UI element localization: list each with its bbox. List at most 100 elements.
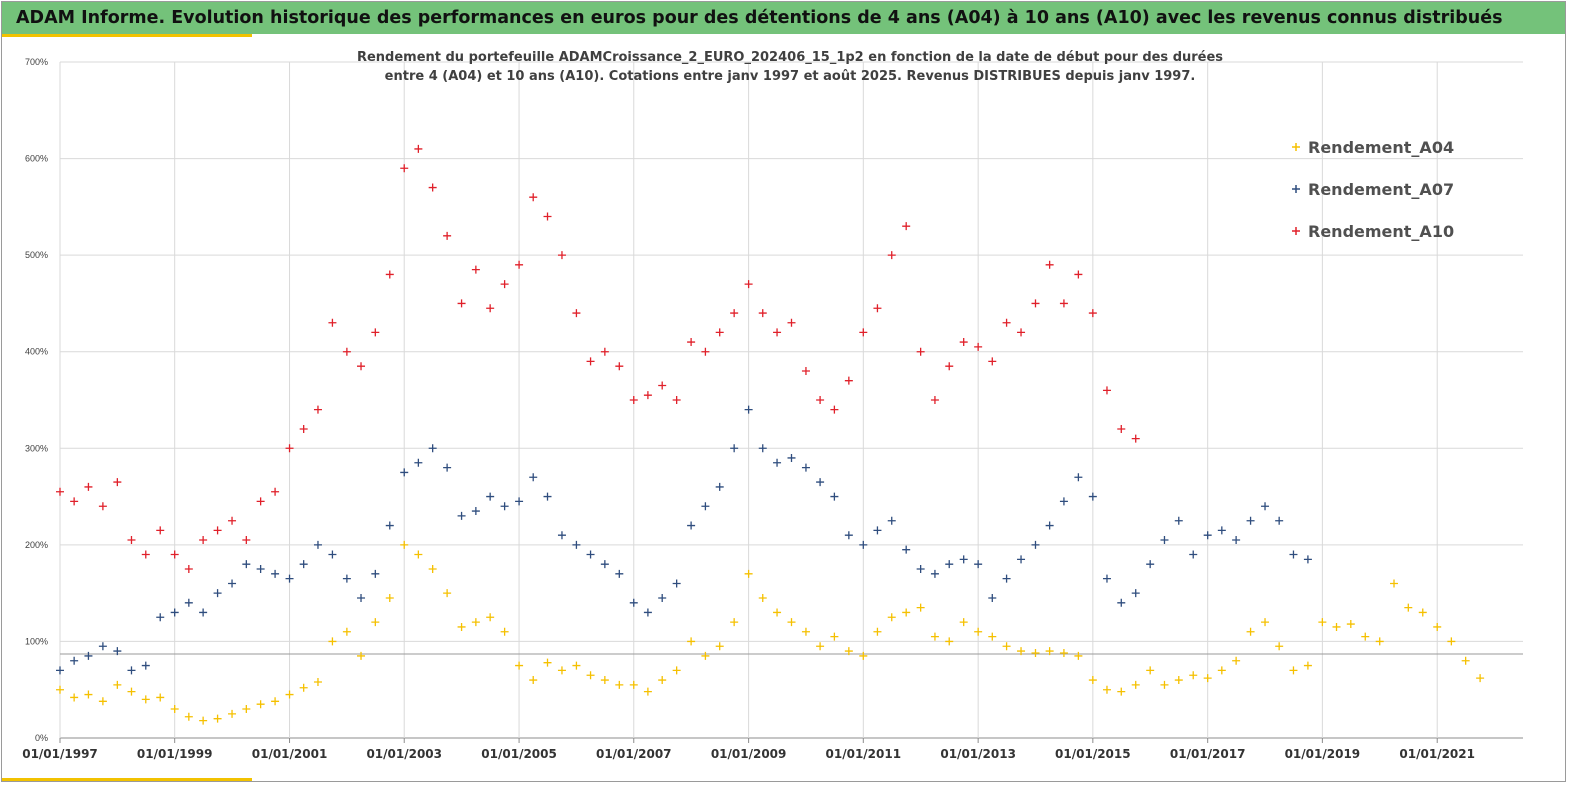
data-point-Rendement_A10 <box>844 376 853 385</box>
data-point-Rendement_A07 <box>428 444 437 453</box>
data-point-Rendement_A10 <box>658 381 667 390</box>
data-point-Rendement_A07 <box>572 540 581 549</box>
report-title: ADAM Informe. Evolution historique des p… <box>16 8 1503 28</box>
data-point-Rendement_A04 <box>1289 666 1298 675</box>
data-point-Rendement_A07 <box>486 492 495 501</box>
data-point-Rendement_A04 <box>1031 649 1040 658</box>
data-point-Rendement_A04 <box>1074 651 1083 660</box>
data-point-Rendement_A10 <box>184 565 193 573</box>
data-point-Rendement_A07 <box>141 661 150 670</box>
data-point-Rendement_A04 <box>414 550 423 559</box>
data-point-Rendement_A04 <box>299 683 308 692</box>
data-point-Rendement_A07 <box>271 569 280 578</box>
data-point-Rendement_A10 <box>127 536 136 545</box>
data-point-Rendement_A07 <box>84 651 93 660</box>
y-tick-label: 600% <box>25 154 48 164</box>
data-point-Rendement_A10 <box>672 396 681 404</box>
data-point-Rendement_A07 <box>299 560 308 569</box>
data-point-Rendement_A04 <box>1059 649 1068 658</box>
data-point-Rendement_A10 <box>70 497 79 506</box>
data-point-Rendement_A10 <box>787 318 796 327</box>
data-point-Rendement_A04 <box>313 677 322 686</box>
data-point-Rendement_A04 <box>658 676 667 685</box>
data-point-Rendement_A10 <box>557 251 566 260</box>
data-point-Rendement_A10 <box>615 362 624 371</box>
data-point-Rendement_A07 <box>342 574 351 583</box>
data-point-Rendement_A07 <box>600 560 609 569</box>
data-point-Rendement_A07 <box>643 608 652 617</box>
x-tick-label: 01/01/2011 <box>826 747 902 761</box>
data-point-Rendement_A07 <box>1160 536 1169 545</box>
data-point-Rendement_A07 <box>1303 555 1312 564</box>
series-Rendement_A10 <box>56 144 1140 573</box>
data-point-Rendement_A07 <box>371 569 380 578</box>
data-point-Rendement_A04 <box>486 613 495 622</box>
data-point-Rendement_A10 <box>141 550 150 559</box>
data-point-Rendement_A04 <box>572 661 581 670</box>
x-tick-label: 01/01/1999 <box>137 747 213 761</box>
data-point-Rendement_A04 <box>615 680 624 689</box>
data-point-Rendement_A04 <box>400 540 409 549</box>
data-point-Rendement_A04 <box>342 627 351 636</box>
data-point-Rendement_A07 <box>1031 540 1040 549</box>
data-point-Rendement_A10 <box>586 357 595 366</box>
data-point-Rendement_A10 <box>342 347 351 356</box>
data-point-Rendement_A10 <box>902 222 911 231</box>
data-point-Rendement_A04 <box>930 632 939 641</box>
data-point-Rendement_A04 <box>1375 637 1384 646</box>
data-point-Rendement_A04 <box>600 676 609 685</box>
data-point-Rendement_A10 <box>945 362 954 371</box>
data-point-Rendement_A10 <box>98 502 107 511</box>
data-point-Rendement_A10 <box>887 251 896 260</box>
data-point-Rendement_A10 <box>199 536 208 545</box>
data-point-Rendement_A04 <box>687 637 696 646</box>
data-point-Rendement_A10 <box>371 328 380 337</box>
accent-stripe-bottom <box>2 778 252 781</box>
data-point-Rendement_A07 <box>902 545 911 554</box>
data-point-Rendement_A07 <box>385 521 394 530</box>
data-point-Rendement_A10 <box>1088 309 1097 318</box>
data-point-Rendement_A07 <box>773 458 782 467</box>
data-point-Rendement_A10 <box>1131 434 1140 443</box>
x-tick-label: 01/01/2007 <box>596 747 672 761</box>
data-point-Rendement_A04 <box>787 618 796 627</box>
data-point-Rendement_A04 <box>1102 685 1111 694</box>
data-point-Rendement_A04 <box>457 622 466 631</box>
data-point-Rendement_A10 <box>916 347 925 356</box>
data-point-Rendement_A04 <box>543 658 552 667</box>
data-point-Rendement_A07 <box>357 593 366 602</box>
data-point-Rendement_A04 <box>428 565 437 573</box>
data-point-Rendement_A04 <box>213 714 222 723</box>
data-point-Rendement_A07 <box>873 526 882 535</box>
data-point-Rendement_A10 <box>816 396 825 404</box>
data-point-Rendement_A04 <box>1361 632 1370 641</box>
data-point-Rendement_A10 <box>701 347 710 356</box>
data-point-Rendement_A07 <box>70 656 79 665</box>
data-point-Rendement_A07 <box>916 565 925 573</box>
data-point-Rendement_A10 <box>974 342 983 351</box>
data-point-Rendement_A04 <box>256 700 265 709</box>
data-point-Rendement_A10 <box>313 405 322 414</box>
data-point-Rendement_A04 <box>859 651 868 660</box>
data-point-Rendement_A07 <box>816 478 825 487</box>
legend-label: Rendement_A04 <box>1308 138 1454 157</box>
data-point-Rendement_A04 <box>844 647 853 656</box>
data-point-Rendement_A04 <box>98 697 107 706</box>
data-point-Rendement_A04 <box>199 716 208 725</box>
data-point-Rendement_A04 <box>744 569 753 578</box>
data-point-Rendement_A07 <box>586 550 595 559</box>
data-point-Rendement_A04 <box>471 618 480 627</box>
data-point-Rendement_A07 <box>400 468 409 477</box>
data-point-Rendement_A07 <box>672 579 681 588</box>
x-tick-label: 01/01/2005 <box>481 747 557 761</box>
data-point-Rendement_A04 <box>1160 680 1169 689</box>
x-tick-label: 01/01/2013 <box>940 747 1016 761</box>
data-point-Rendement_A04 <box>1346 620 1355 629</box>
data-point-Rendement_A07 <box>715 482 724 491</box>
data-point-Rendement_A10 <box>1102 386 1111 395</box>
data-point-Rendement_A04 <box>945 637 954 646</box>
data-point-Rendement_A07 <box>170 608 179 617</box>
y-tick-label: 300% <box>25 443 48 453</box>
data-point-Rendement_A04 <box>758 593 767 602</box>
